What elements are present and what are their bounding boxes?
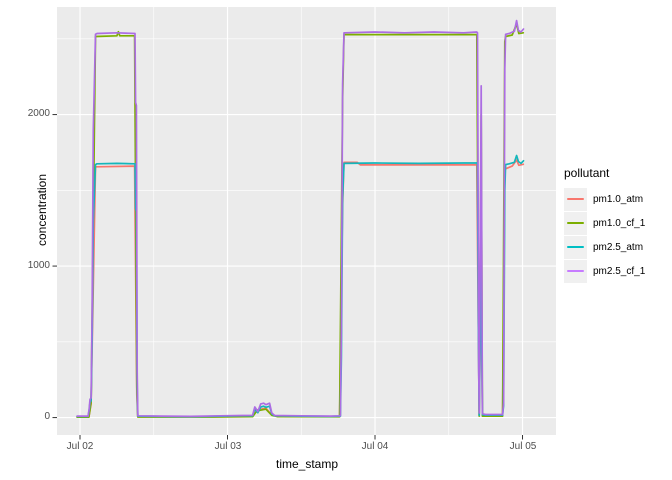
legend-key-swatch: [564, 211, 587, 235]
legend-key-swatch: [564, 235, 587, 259]
line-sample-icon: [567, 198, 584, 200]
line-sample-icon: [567, 246, 584, 248]
plot-panel: [57, 7, 556, 435]
x-tick-label-jul05: Jul 05: [509, 441, 537, 452]
line-sample-icon: [567, 270, 584, 272]
legend-entry-pm2.5_cf_1: pm2.5_cf_1: [564, 259, 645, 283]
y-tick-label-1000: 1000: [27, 260, 50, 271]
y-tick-label-0: 0: [44, 411, 50, 422]
series-line-pm2.5_cf_1: [76, 19, 525, 418]
legend-key-swatch: [564, 187, 587, 211]
legend-entry-pm1.0_atm: pm1.0_atm: [564, 187, 645, 211]
legend-entry-label: pm2.5_atm: [593, 241, 644, 253]
line-sample-icon: [567, 222, 584, 224]
x-tick-label-jul03: Jul 03: [214, 441, 242, 452]
legend: pollutant pm1.0_atm pm1.0_cf_1 pm2.5_atm…: [564, 166, 645, 283]
y-tick-label-2000: 2000: [27, 108, 50, 119]
legend-entry-pm1.0_cf_1: pm1.0_cf_1: [564, 211, 645, 235]
legend-title: pollutant: [564, 166, 610, 180]
y-axis-title: concentration: [35, 173, 50, 247]
legend-entry-label: pm1.0_atm: [593, 193, 644, 205]
x-tick-label-jul02: Jul 02: [66, 441, 94, 452]
legend-entry-pm2.5_atm: pm2.5_atm: [564, 235, 645, 259]
legend-entry-label: pm2.5_cf_1: [593, 265, 646, 277]
legend-key-swatch: [564, 259, 587, 283]
x-tick-label-jul04: Jul 04: [361, 441, 389, 452]
legend-entry-label: pm1.0_cf_1: [593, 217, 646, 229]
x-axis-title: time_stamp: [275, 457, 339, 471]
